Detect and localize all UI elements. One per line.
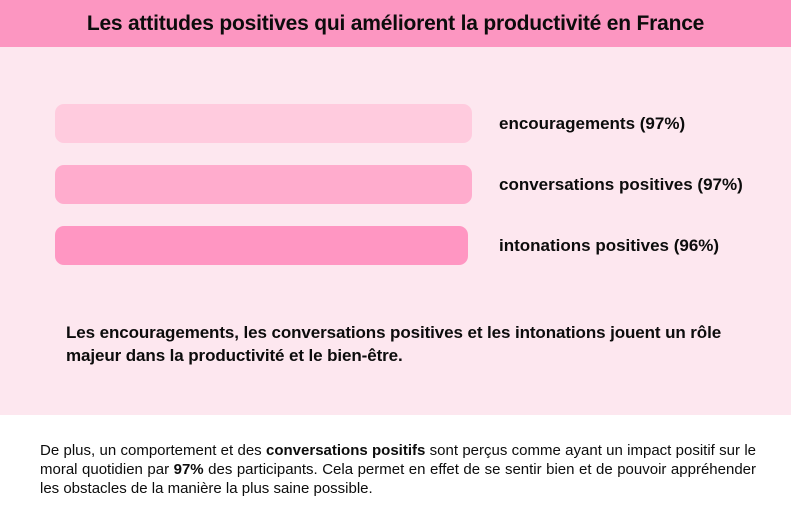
bar-intonations-positives	[55, 226, 468, 265]
bar-row-intonations-positives: intonations positives (96%)	[55, 226, 791, 265]
footer-text-2: sont perçus comme ayant un impact positi…	[40, 442, 756, 478]
footer-section: De plus, un comportement et des conversa…	[0, 415, 791, 524]
bar-conversations-positives	[55, 165, 472, 204]
page-title: Les attitudes positives qui améliorent l…	[86, 11, 705, 35]
footer-text-3: des participants. Cela permet en effet d…	[40, 461, 756, 497]
header-bar: Les attitudes positives qui améliorent l…	[0, 0, 791, 47]
footer-bold-97-percent: 97%	[173, 461, 204, 478]
bar-label-encouragements: encouragements (97%)	[499, 113, 686, 133]
bar-row-conversations-positives: conversations positives (97%)	[55, 165, 791, 204]
bar-row-encouragements: encouragements (97%)	[55, 104, 791, 143]
footer-paragraph: De plus, un comportement et des conversa…	[40, 441, 756, 498]
bar-label-conversations-positives: conversations positives (97%)	[499, 174, 743, 194]
footer-bold-conversations-positifs: conversations positifs	[266, 442, 426, 459]
bar-label-intonations-positives: intonations positives (96%)	[499, 235, 720, 255]
bar-chart: encouragements (97%) conversations posit…	[0, 47, 791, 415]
bar-encouragements	[55, 104, 472, 143]
footer-text-1: De plus, un comportement et des	[40, 442, 266, 459]
chart-caption: Les encouragements, les conversations po…	[66, 323, 722, 365]
bar-track	[55, 104, 485, 143]
bar-track	[55, 165, 485, 204]
bar-track	[55, 226, 485, 265]
